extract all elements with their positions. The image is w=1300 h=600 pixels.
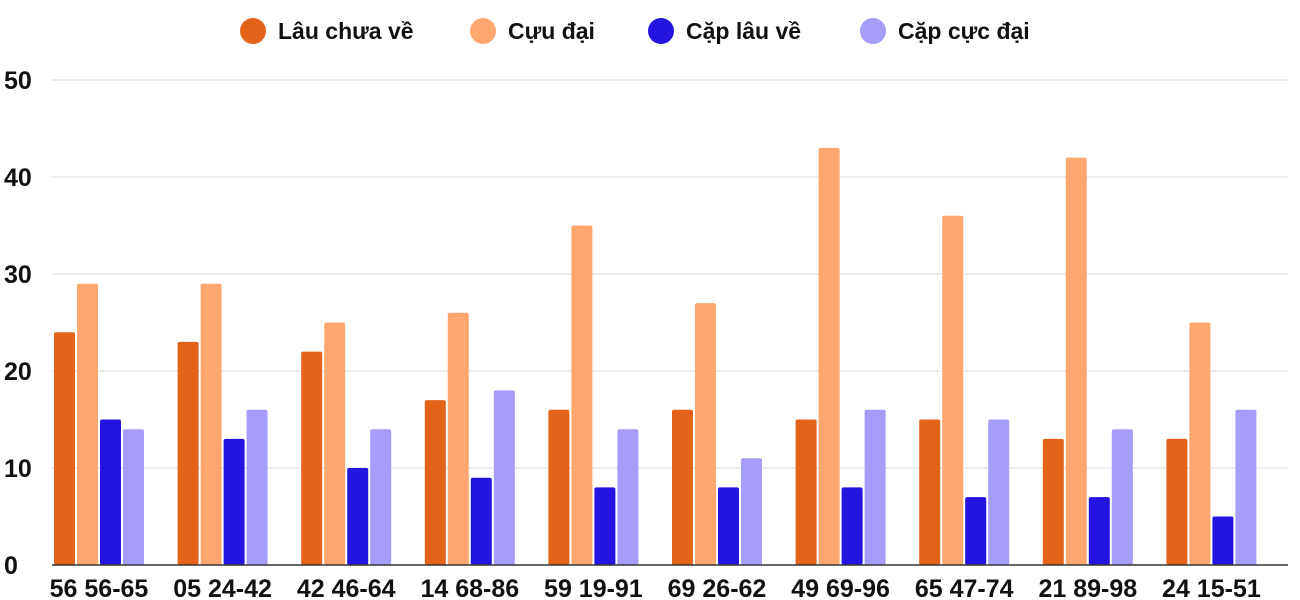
legend-swatch	[240, 18, 266, 44]
y-tick-label: 30	[4, 261, 32, 289]
bar	[424, 400, 446, 565]
bar	[1042, 438, 1064, 565]
bar	[1235, 409, 1257, 565]
x-tick-label: 59 19-91	[544, 575, 643, 600]
bar	[447, 312, 469, 565]
x-tick-label: 69 26-62	[668, 575, 767, 600]
y-tick-label: 10	[4, 455, 32, 483]
bar	[548, 409, 570, 565]
bar	[965, 497, 987, 565]
bar	[919, 419, 941, 565]
bar	[177, 341, 199, 565]
bar	[470, 477, 492, 565]
bar	[1189, 322, 1211, 565]
bar	[942, 215, 964, 566]
bar	[718, 487, 739, 565]
bar	[1212, 516, 1234, 565]
bar	[301, 351, 323, 565]
bar	[864, 409, 886, 565]
bar	[1166, 438, 1188, 565]
bar	[1111, 429, 1133, 565]
bar	[1065, 157, 1087, 565]
legend-label: Cặp cực đại	[898, 18, 1030, 44]
bar	[100, 419, 121, 565]
bars	[54, 147, 1257, 566]
bar	[77, 283, 98, 565]
x-tick-label: 21 89-98	[1038, 575, 1137, 600]
bar	[795, 419, 817, 565]
legend-item: Cặp lâu về	[648, 18, 801, 44]
x-tick-label: 42 46-64	[297, 575, 396, 600]
legend-item: Lâu chưa về	[240, 18, 414, 44]
grid-lines	[52, 79, 1288, 469]
bar	[347, 468, 369, 565]
x-tick-label: 24 15-51	[1162, 575, 1261, 600]
x-tick-label: 56 56-65	[50, 575, 149, 600]
legend-item: Cặp cực đại	[860, 18, 1030, 44]
bar	[1088, 497, 1110, 565]
bar	[571, 225, 593, 565]
bar	[617, 429, 639, 565]
legend-item: Cựu đại	[470, 18, 595, 44]
y-axis-ticks: 0 10 20 30 40 50	[4, 67, 32, 580]
bar	[695, 303, 716, 565]
legend-label: Lâu chưa về	[278, 18, 414, 44]
bar	[246, 409, 268, 565]
y-tick-label: 0	[4, 552, 18, 580]
legend-label: Cựu đại	[508, 18, 595, 44]
x-tick-label: 49 69-96	[791, 575, 890, 600]
bar	[370, 429, 392, 565]
legend-swatch	[648, 18, 674, 44]
bar	[54, 332, 75, 565]
bar	[988, 419, 1010, 565]
bar	[741, 458, 762, 565]
x-tick-label: 14 68-86	[420, 575, 519, 600]
bar	[324, 322, 346, 565]
legend-label: Cặp lâu về	[686, 18, 801, 44]
y-tick-label: 40	[4, 164, 32, 192]
y-tick-label: 20	[4, 358, 32, 386]
y-tick-label: 50	[4, 67, 32, 95]
bar	[123, 429, 144, 565]
bar	[818, 147, 840, 565]
legend-swatch	[860, 18, 886, 44]
bar	[594, 487, 616, 565]
bar	[672, 409, 693, 565]
x-axis-labels: 56 56-65 05 24-42 42 46-64 14 68-86 59 19-91…	[50, 575, 1261, 600]
bar	[200, 283, 222, 565]
legend-swatch	[470, 18, 496, 44]
bar	[493, 390, 515, 565]
x-tick-label: 65 47-74	[915, 575, 1014, 600]
x-tick-label: 05 24-42	[173, 575, 272, 600]
bar	[223, 438, 245, 565]
legend: Lâu chưa về Cựu đại Cặp lâu về Cặp cực đại	[240, 18, 1030, 44]
bar	[841, 487, 863, 565]
